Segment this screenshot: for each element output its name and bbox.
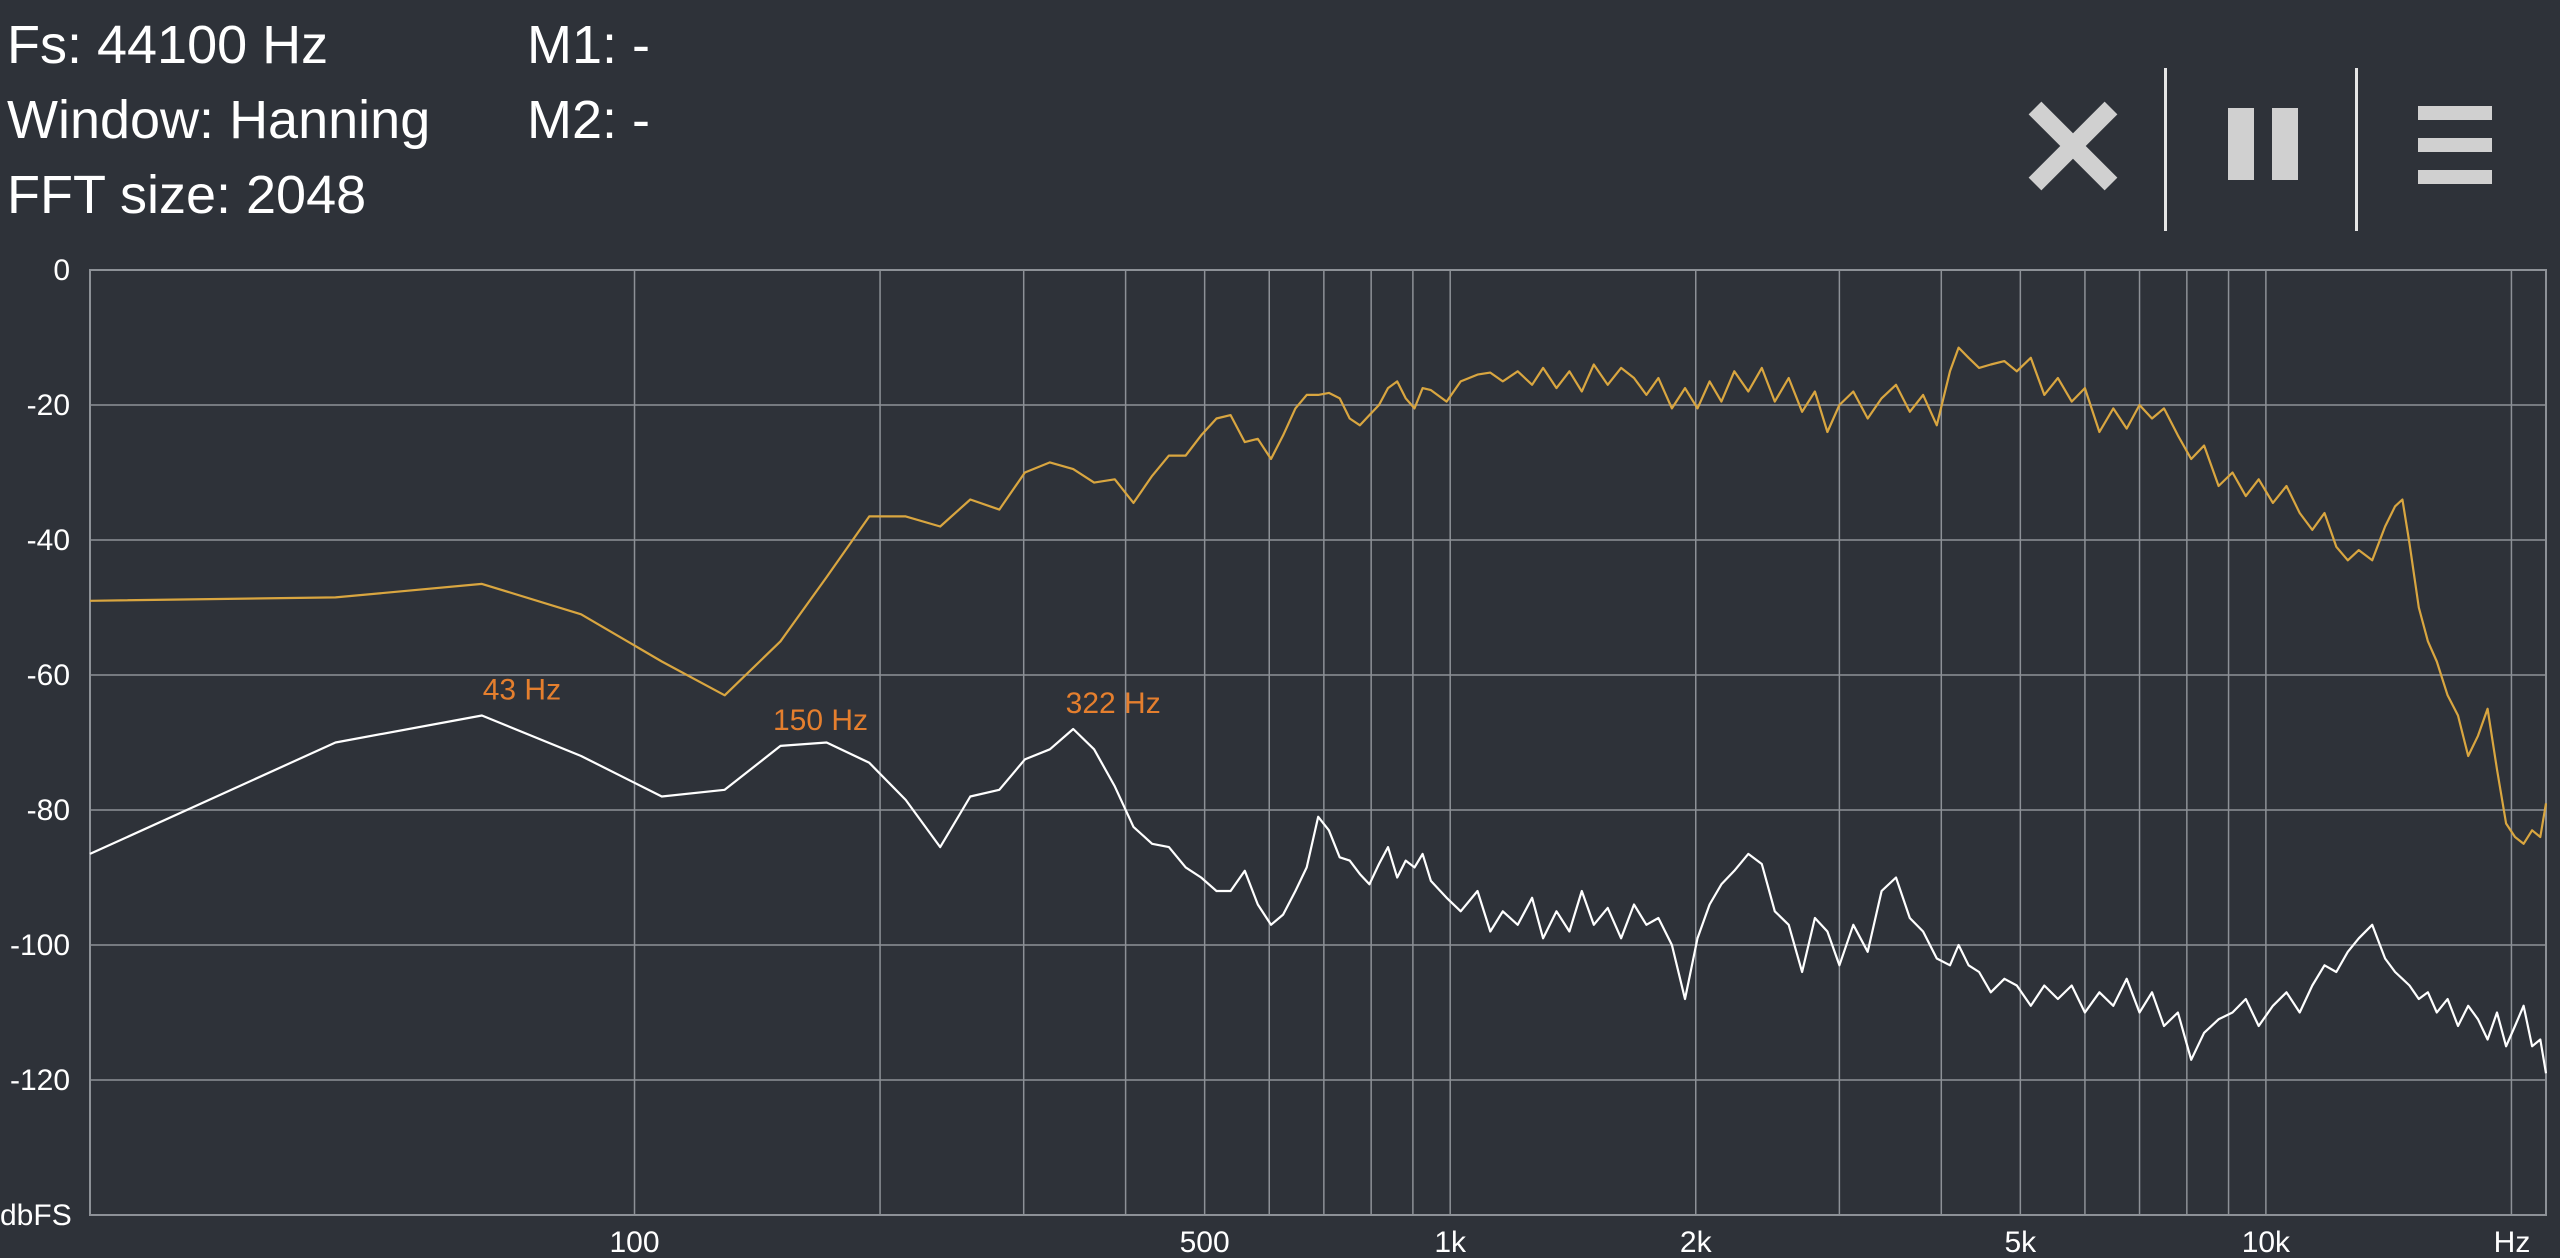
close-button[interactable]: [2003, 60, 2143, 220]
x-tick-label: 10k: [2242, 1226, 2291, 1258]
sample-rate-label: Fs: 44100 Hz: [7, 15, 329, 75]
peak-label: 322 Hz: [1066, 687, 1161, 720]
x-tick-label: 500: [1180, 1226, 1230, 1258]
peak-label: 150 Hz: [773, 704, 868, 737]
menu-icon: [2418, 106, 2492, 184]
x-tick-label: 100: [609, 1226, 659, 1258]
lower-spectrum-line: [89, 714, 2548, 1074]
grid: [89, 269, 2547, 1216]
axes: 0 -20 -40 -60 -80 -100 -120 100 500 1k 2k 5k 10k dbFS…: [0, 254, 2530, 1258]
y-tick-label: -120: [10, 1064, 70, 1097]
y-axis-unit-label: dbFS: [0, 1199, 72, 1232]
y-tick-label: -80: [27, 794, 70, 827]
x-tick-label: 2k: [1680, 1226, 1713, 1258]
menu-button[interactable]: [2385, 60, 2525, 220]
y-tick-label: -20: [27, 389, 70, 422]
toolbar-divider: [2164, 68, 2167, 231]
x-tick-label: 1k: [1434, 1226, 1467, 1258]
marker-2-label: M2: -: [527, 90, 651, 150]
peak-label: 43 Hz: [483, 674, 561, 707]
x-axis-unit-label: Hz: [2494, 1226, 2531, 1258]
plot-frame: [89, 269, 2547, 1216]
fft-size-label: FFT size: 2048: [7, 165, 367, 225]
marker-1-label: M1: -: [527, 15, 651, 75]
pause-icon: [2228, 108, 2298, 180]
y-tick-label: -60: [27, 659, 70, 692]
close-icon: [2028, 101, 2118, 191]
y-tick-label: 0: [53, 254, 70, 287]
series: [89, 346, 2548, 1074]
y-tick-label: -100: [10, 929, 70, 962]
upper-spectrum-line: [89, 346, 2548, 845]
toolbar-divider: [2355, 68, 2358, 231]
window-type-label: Window: Hanning: [7, 90, 431, 150]
peak-annotations: 43 Hz 150 Hz 322 Hz: [483, 674, 1161, 737]
pause-button[interactable]: [2193, 60, 2333, 220]
y-tick-label: -40: [27, 524, 70, 557]
x-tick-label: 5k: [2004, 1226, 2037, 1258]
